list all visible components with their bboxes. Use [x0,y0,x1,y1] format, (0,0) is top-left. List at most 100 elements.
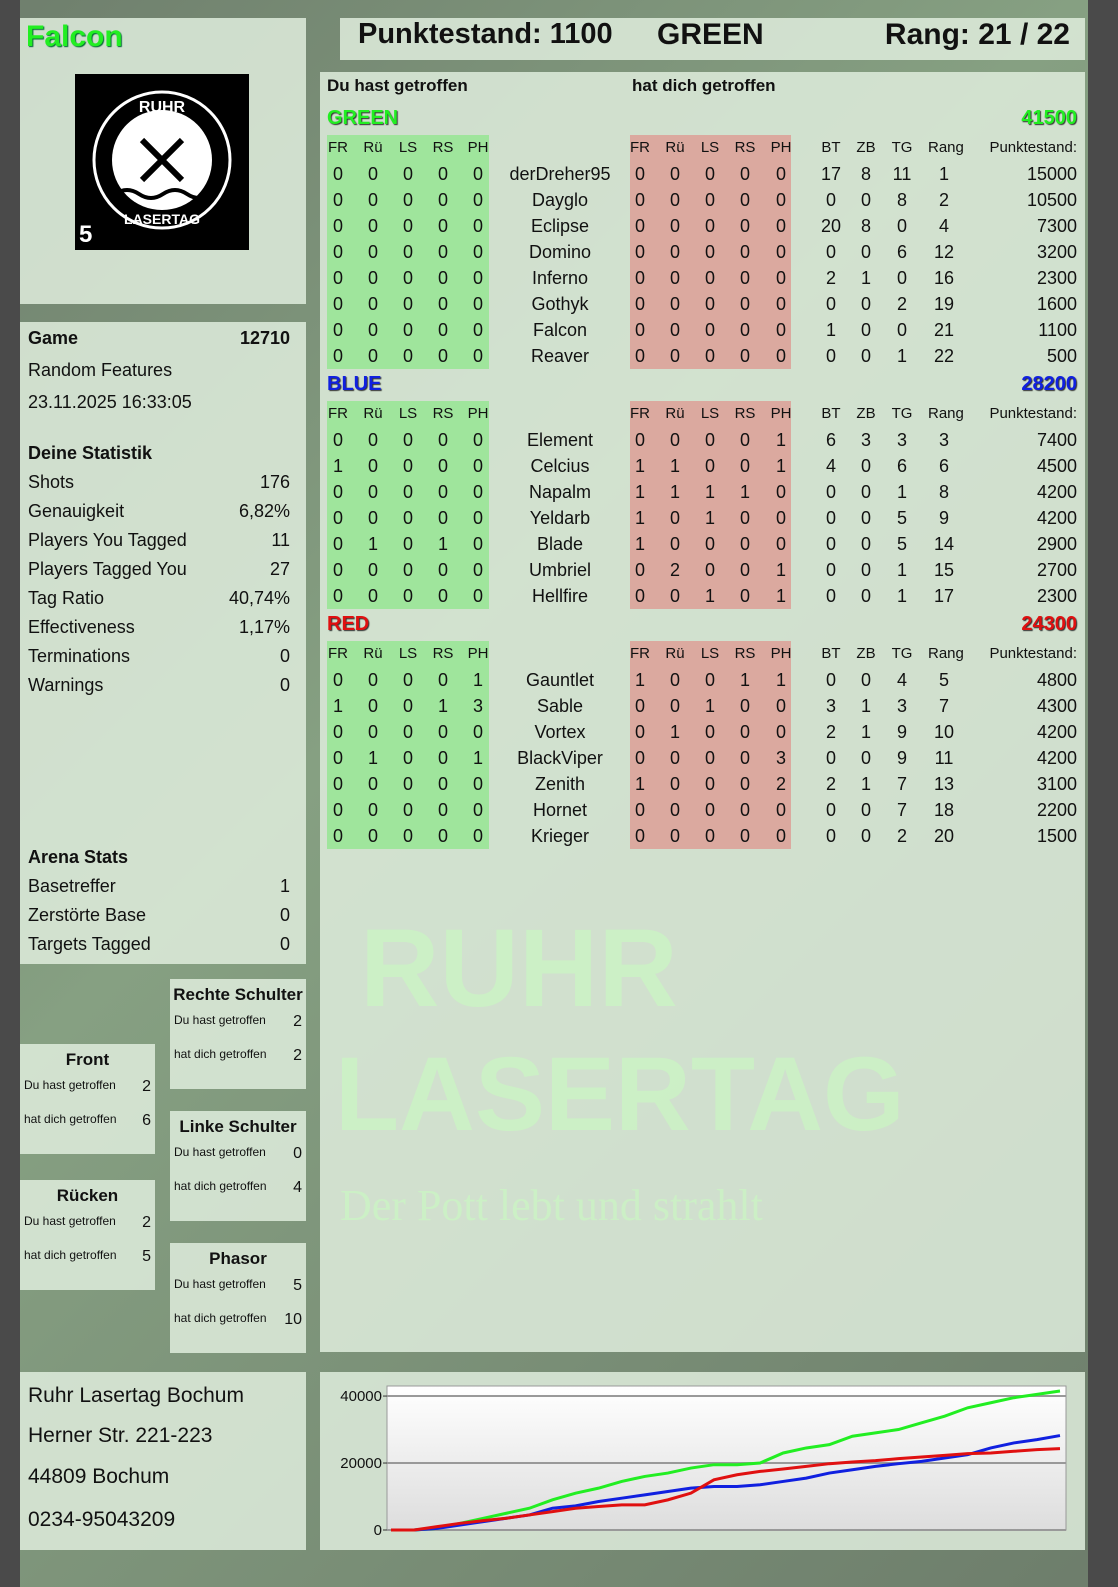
cell-fr: 1 [634,534,645,554]
column-header: PH [770,405,792,422]
cell-rue: 1 [669,456,680,476]
cell-bt: 6 [825,430,836,450]
series-line-0 [391,1389,1061,1532]
cell-ph: 1 [472,670,483,690]
cell-score: 1600 [1036,294,1077,314]
score-progress-chart: 0 20000 40000 [340,1385,1067,1539]
player-row: 0 1 0 1 0 Blade 1 0 0 0 0 0 0 5 14 2900 [320,531,1085,557]
cell-ls: 1 [704,696,715,716]
cell-rue: 0 [669,190,680,210]
cell-rs: 0 [437,800,448,820]
cell-rue: 0 [367,456,378,476]
cell-rs: 0 [739,826,750,846]
column-header: Rü [665,645,685,662]
cell-fr: 0 [332,722,343,742]
cell-rs: 0 [437,164,448,184]
cell-rs: 0 [739,216,750,236]
y-tick-label: 0 [374,1522,382,1539]
column-header: LS [700,405,720,422]
cell-ls: 1 [704,508,715,528]
cell-rue: 0 [669,748,680,768]
zone-row-value: 2 [293,1013,302,1030]
column-header: FR [630,405,650,422]
stats-title: Deine Statistik [28,443,290,464]
cell-ph: 0 [775,800,786,820]
cell-fr: 0 [332,268,343,288]
column-header: RS [734,405,756,422]
cell-fr: 0 [634,826,645,846]
cell-bt: 20 [820,216,842,236]
cell-fr: 0 [332,534,343,554]
player-row: 0 0 0 0 0 Zenith 1 0 0 0 2 2 1 7 13 3100 [320,771,1085,797]
cell-rs: 0 [437,670,448,690]
cell-fr: 0 [332,242,343,262]
cell-fr: 0 [332,670,343,690]
stat-label: Genauigkeit [28,501,125,521]
cell-name: Domino [528,242,592,262]
cell-fr: 0 [634,696,645,716]
cell-bt: 2 [825,722,836,742]
cell-zb: 8 [860,164,871,184]
stat-value: 27 [269,559,290,579]
zone-row: Du hast getroffen 2 [170,1013,306,1039]
cell-ls: 0 [402,508,413,528]
cell-ph: 0 [472,774,483,794]
zone-row-value: 5 [293,1277,302,1294]
cell-ls: 0 [704,456,715,476]
cell-rang: 18 [933,800,955,820]
player-row: 0 0 0 0 0 Yeldarb 1 0 1 0 0 0 0 5 9 4200 [320,505,1085,531]
cell-ph: 0 [472,586,483,606]
cell-rs: 0 [437,722,448,742]
cell-ph: 1 [775,670,786,690]
cell-rs: 0 [739,722,750,742]
column-header: LS [398,645,418,662]
cell-score: 4200 [1036,482,1077,502]
cell-rue: 0 [669,294,680,314]
zone-row: Du hast getroffen 5 [170,1277,306,1303]
cell-rang: 10 [933,722,955,742]
arena-stat-label: Targets Tagged [28,934,151,954]
cell-rue: 0 [367,164,378,184]
cell-fr: 0 [634,430,645,450]
cell-fr: 0 [634,560,645,580]
cell-rs: 0 [739,748,750,768]
column-header: FR [630,645,650,662]
cell-fr: 0 [332,190,343,210]
arena-title: Arena Stats [28,847,290,868]
cell-rue: 0 [367,430,378,450]
cell-ls: 0 [402,456,413,476]
arena-stat-row: Targets Tagged 0 [28,934,290,955]
hit-you-background [630,401,791,609]
cell-name: Blade [536,534,584,554]
cell-ph: 0 [472,482,483,502]
cell-zb: 0 [860,508,871,528]
cell-ls: 0 [704,268,715,288]
cell-ph: 0 [775,268,786,288]
cell-ph: 0 [775,190,786,210]
player-row: 0 0 0 0 0 Napalm 1 1 1 1 0 0 0 1 8 4200 [320,479,1085,505]
stat-value: 11 [271,530,290,550]
cell-ls: 0 [704,242,715,262]
player-row: 0 1 0 0 1 BlackViper 0 0 0 0 3 0 0 9 11 4200 [320,745,1085,771]
stat-label: Terminations [28,646,131,666]
cell-score: 2300 [1036,586,1077,606]
cell-tg: 3 [896,696,907,716]
cell-fr: 1 [634,456,645,476]
cell-rs: 1 [437,534,448,554]
cell-ls: 0 [704,670,715,690]
cell-name: Vortex [534,722,586,742]
cell-ls: 0 [402,294,413,314]
cell-ls: 1 [704,586,715,606]
player-row: 0 0 0 0 0 Umbriel 0 2 0 0 1 0 0 1 15 2700 [320,557,1085,583]
cell-rang: 1 [938,164,949,184]
cell-score: 1100 [1038,320,1077,340]
cell-ph: 0 [472,242,483,262]
cell-rue: 0 [367,320,378,340]
cell-tg: 1 [896,346,907,366]
cell-rang: 3 [938,430,949,450]
cell-bt: 3 [825,696,836,716]
cell-tg: 1 [896,482,907,502]
column-header-row: FR Rü LS RS PH FR Rü LS RS PH BT ZB TG Rang Punktestan… [320,401,1085,427]
column-header: FR [328,405,348,422]
cell-ph: 1 [775,560,786,580]
